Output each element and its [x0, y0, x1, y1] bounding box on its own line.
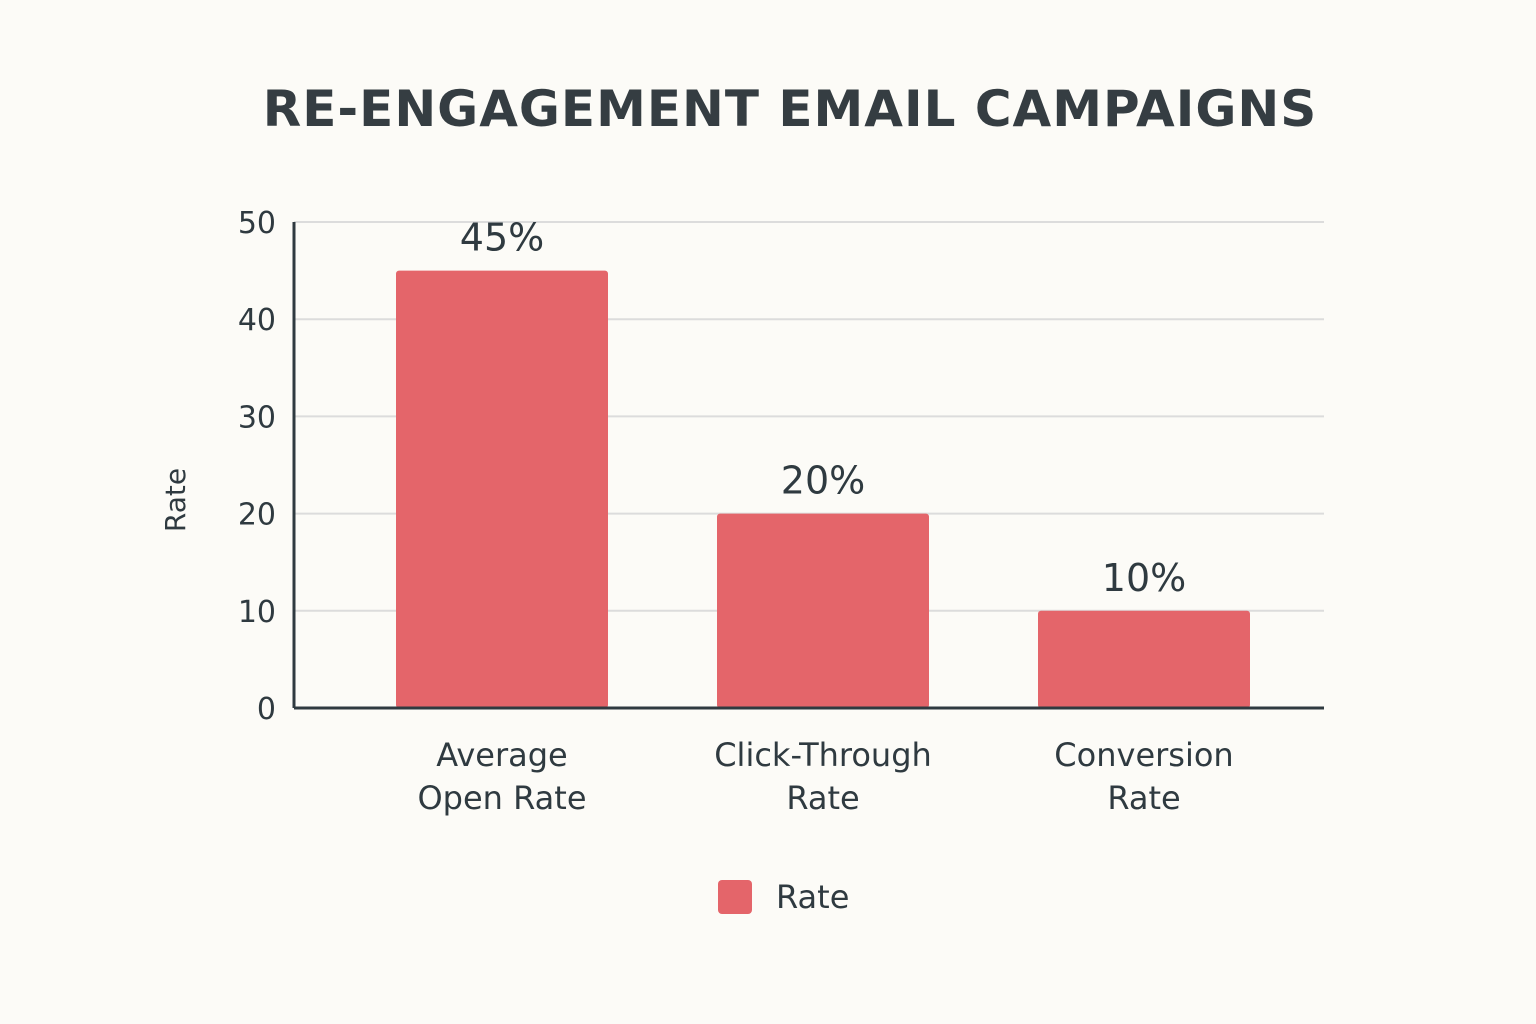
chart-title: RE-ENGAGEMENT EMAIL CAMPAIGNS [262, 80, 1318, 138]
bar [1038, 610, 1250, 708]
axes [292, 222, 1324, 710]
y-axis-title: Rate [159, 468, 192, 532]
y-tick-label: 50 [238, 206, 276, 241]
data-label: 45% [460, 216, 544, 260]
data-labels: 45% 20% 10% [460, 216, 1186, 600]
x-category-labels: Average Open Rate Click-Through Rate Convers… [417, 736, 1233, 817]
y-tick-label: 40 [238, 303, 276, 338]
data-label: 20% [781, 459, 865, 503]
bars [396, 270, 1250, 708]
y-tick-label: 0 [257, 692, 276, 727]
y-tick-label: 10 [238, 595, 276, 630]
y-tick-labels: 0 10 20 30 40 50 [238, 206, 276, 727]
data-label: 10% [1102, 556, 1186, 600]
x-category-label: Average Open Rate [417, 736, 586, 817]
y-tick-label: 30 [238, 400, 276, 435]
y-tick-label: 20 [238, 498, 276, 533]
x-category-label: Conversion Rate [1054, 736, 1233, 817]
legend: Rate [718, 878, 849, 916]
legend-label: Rate [776, 878, 850, 916]
bar [396, 270, 608, 708]
legend-swatch [718, 880, 752, 914]
bar [717, 513, 929, 708]
x-category-label: Click-Through Rate [714, 736, 932, 817]
